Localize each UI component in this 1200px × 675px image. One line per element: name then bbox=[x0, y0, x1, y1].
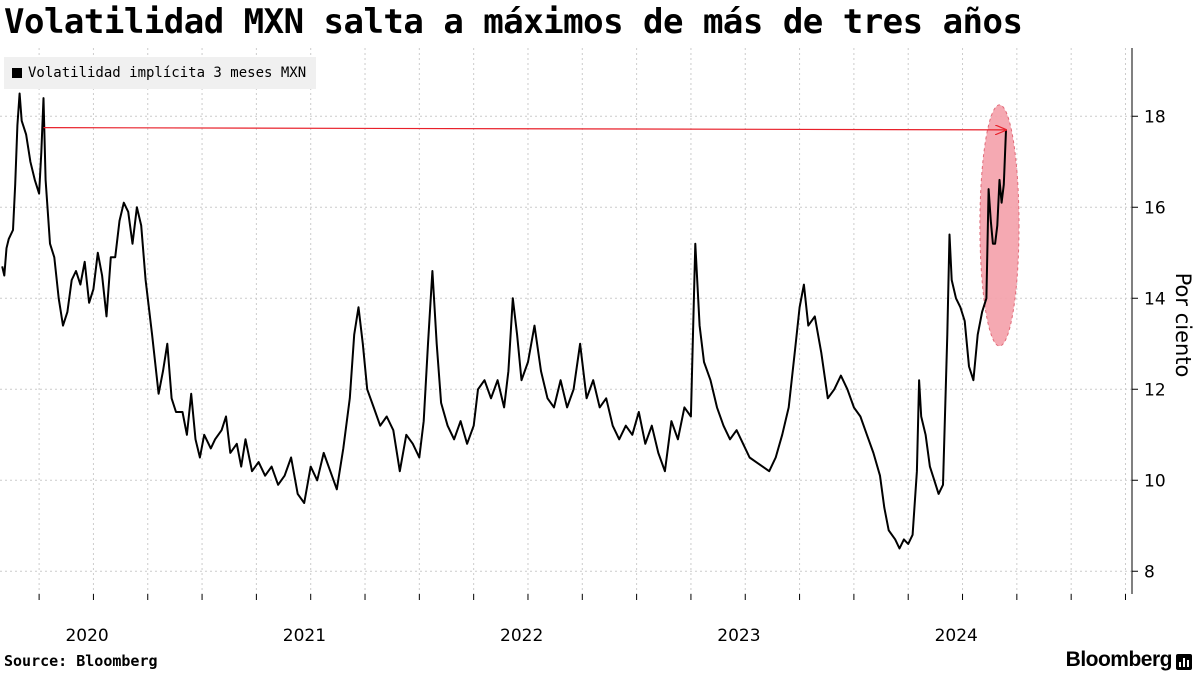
annotation-arrow bbox=[43, 128, 1006, 130]
axis-layer: 8 10 12 14 16 18 2020 2021 2022 2023 2024 Por cient… bbox=[38, 48, 1195, 646]
y-tick-label: 10 bbox=[1144, 471, 1166, 491]
y-tick-label: 14 bbox=[1144, 289, 1166, 309]
x-tick-label: 2022 bbox=[500, 626, 543, 646]
series-layer bbox=[1, 92, 1007, 550]
legend-label: Volatilidad implícita 3 meses MXN bbox=[28, 65, 307, 81]
x-tick-label: 2023 bbox=[717, 626, 760, 646]
legend-swatch-icon bbox=[12, 68, 22, 78]
page-title: Volatilidad MXN salta a máximos de más d… bbox=[4, 2, 1023, 42]
brand-wordmark: Bloomberg bbox=[1065, 648, 1173, 671]
highlight-layer bbox=[979, 104, 1020, 347]
y-tick-label: 16 bbox=[1144, 198, 1166, 218]
x-tick-label: 2020 bbox=[65, 626, 108, 646]
y-tick-label: 18 bbox=[1144, 107, 1166, 127]
y-tick-label: 8 bbox=[1144, 562, 1155, 582]
source-note: Source: Bloomberg bbox=[4, 652, 158, 670]
annotation-layer bbox=[43, 128, 1006, 130]
grid-layer bbox=[0, 48, 1132, 594]
legend: Volatilidad implícita 3 meses MXN bbox=[4, 57, 317, 89]
y-axis-title: Por ciento bbox=[1171, 273, 1195, 378]
x-tick-label: 2021 bbox=[283, 626, 326, 646]
x-tick-label: 2024 bbox=[935, 626, 978, 646]
series-line bbox=[1, 92, 1007, 550]
brand-logo: Bloomberg bbox=[1066, 648, 1192, 672]
bar-chart-icon bbox=[1176, 654, 1192, 670]
y-tick-label: 12 bbox=[1144, 380, 1166, 400]
highlight-ellipse bbox=[979, 104, 1020, 347]
